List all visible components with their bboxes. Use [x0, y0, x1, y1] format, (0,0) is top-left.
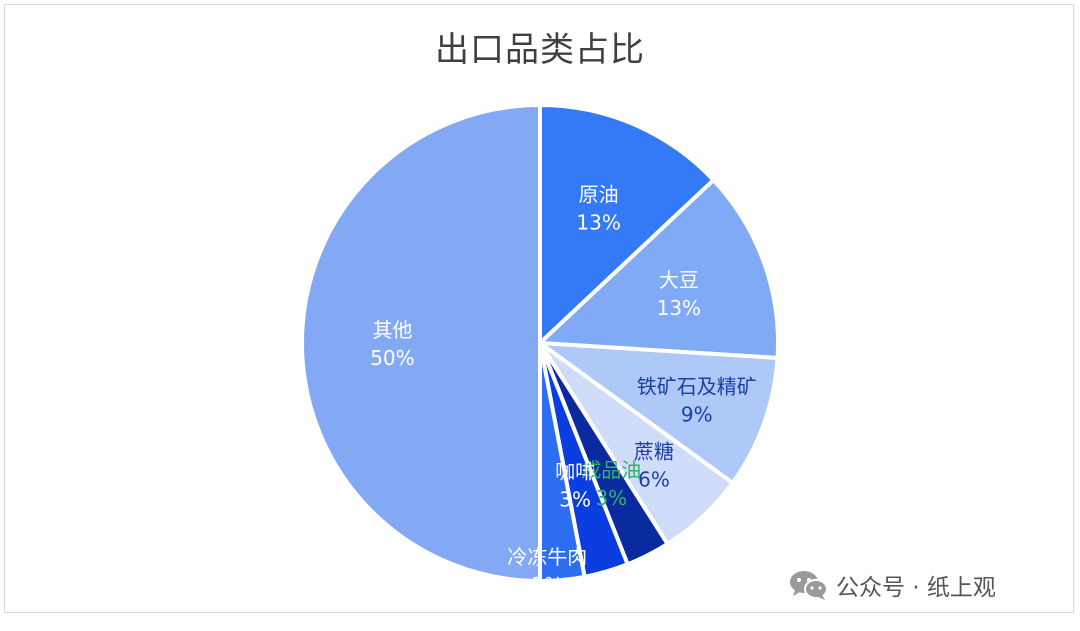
slice-label: 铁矿石及精矿	[637, 374, 757, 398]
slice-label: 其他	[372, 318, 412, 342]
slice-value-label: 3%	[531, 573, 563, 597]
slice-value-label: 13%	[576, 211, 620, 235]
pie-slices	[302, 105, 778, 581]
slice-value-label: 3%	[559, 488, 591, 512]
slice-label: 冷冻牛肉	[507, 545, 587, 569]
slice-value-label: 6%	[638, 467, 670, 491]
slice-value-label: 9%	[681, 402, 713, 426]
slice-value-label: 3%	[595, 486, 627, 510]
slice-label: 原油	[579, 183, 619, 207]
slice-label: 大豆	[659, 268, 699, 292]
slice-label: 咖啡	[555, 460, 595, 484]
slice-value-label: 50%	[370, 346, 414, 370]
wechat-icon	[788, 568, 830, 602]
pie-slice	[302, 105, 540, 581]
slice-value-label: 13%	[657, 296, 701, 320]
watermark: 公众号 · 纸上观	[788, 568, 996, 602]
watermark-text: 公众号 · 纸上观	[836, 568, 996, 602]
